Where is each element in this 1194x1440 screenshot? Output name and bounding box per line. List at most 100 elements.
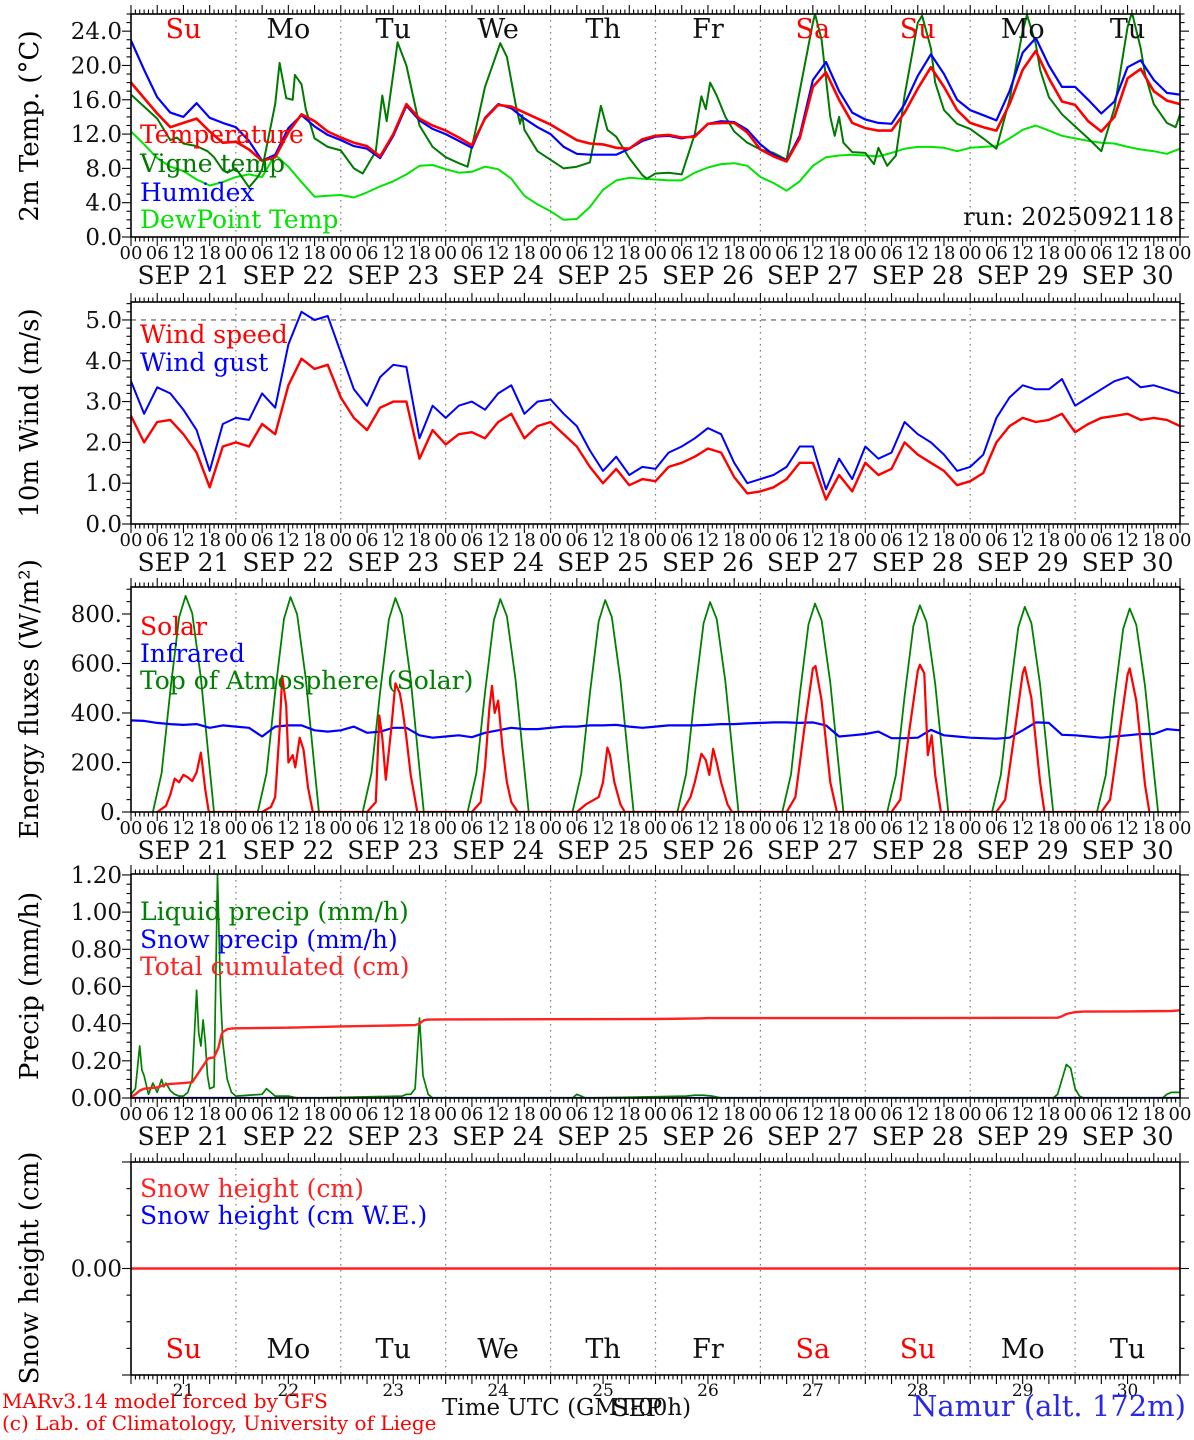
svg-text:00: 00 <box>749 530 772 551</box>
svg-text:24: 24 <box>487 1381 509 1401</box>
svg-text:1.20: 1.20 <box>71 863 122 889</box>
svg-text:12.0: 12.0 <box>71 122 122 148</box>
svg-text:12: 12 <box>696 818 719 839</box>
svg-text:SEP 30: SEP 30 <box>1082 1122 1174 1151</box>
svg-text:00: 00 <box>644 818 667 839</box>
svg-text:12: 12 <box>592 818 615 839</box>
svg-text:00: 00 <box>644 1104 667 1125</box>
model-run-label: run: 2025092118 <box>963 203 1174 231</box>
svg-text:00: 00 <box>1169 818 1192 839</box>
svg-text:Su: Su <box>900 1334 936 1365</box>
svg-text:18: 18 <box>408 530 431 551</box>
svg-text:16.0: 16.0 <box>71 88 122 114</box>
svg-text:600.: 600. <box>71 651 122 677</box>
svg-text:06: 06 <box>985 243 1008 264</box>
svg-text:00: 00 <box>1064 818 1087 839</box>
svg-text:12: 12 <box>906 530 929 551</box>
svg-text:Tu: Tu <box>376 14 411 45</box>
svg-text:18: 18 <box>618 243 641 264</box>
svg-text:SEP 30: SEP 30 <box>1082 548 1174 577</box>
svg-text:18: 18 <box>303 243 326 264</box>
svg-text:28: 28 <box>907 1381 929 1401</box>
svg-text:Th: Th <box>585 1334 620 1365</box>
svg-text:12: 12 <box>1011 530 1034 551</box>
svg-text:0.60: 0.60 <box>71 974 122 1000</box>
svg-text:5.0: 5.0 <box>85 308 122 334</box>
svg-text:00: 00 <box>749 818 772 839</box>
svg-text:18: 18 <box>723 818 746 839</box>
svg-text:06: 06 <box>146 243 169 264</box>
svg-text:12: 12 <box>172 243 195 264</box>
svg-text:12: 12 <box>1116 818 1139 839</box>
svg-text:SEP 21: SEP 21 <box>137 836 229 865</box>
svg-text:12: 12 <box>801 530 824 551</box>
svg-text:06: 06 <box>460 243 483 264</box>
svg-text:25: 25 <box>592 1381 614 1401</box>
svg-text:12: 12 <box>801 1104 824 1125</box>
svg-text:00: 00 <box>959 818 982 839</box>
svg-text:1.00: 1.00 <box>71 900 122 926</box>
svg-text:06: 06 <box>565 818 588 839</box>
model-credit-line2: (c) Lab. of Climatology, University of L… <box>2 1411 437 1435</box>
svg-text:18: 18 <box>828 530 851 551</box>
svg-text:06: 06 <box>880 530 903 551</box>
x-axis-title: Time UTC (GMT-00h) <box>442 1395 692 1421</box>
svg-text:SEP 29: SEP 29 <box>977 261 1069 290</box>
panel-solar: 0.200.400.600.800.00 06 12 18 00 06 12 18 00 06 12… <box>71 578 1192 865</box>
svg-text:SEP 24: SEP 24 <box>452 548 544 577</box>
svg-text:12: 12 <box>906 243 929 264</box>
svg-text:18: 18 <box>933 1104 956 1125</box>
svg-text:06: 06 <box>460 530 483 551</box>
svg-text:12: 12 <box>382 1104 405 1125</box>
station-label: Namur (alt. 172m) <box>911 1389 1186 1423</box>
svg-text:06: 06 <box>775 243 798 264</box>
svg-text:06: 06 <box>1090 818 1113 839</box>
svg-text:0.00: 0.00 <box>71 1086 122 1112</box>
svg-text:SEP 23: SEP 23 <box>347 548 439 577</box>
svg-text:12: 12 <box>801 818 824 839</box>
legend-snow-height-we: Snow height (cm W.E.) <box>140 1201 428 1230</box>
svg-text:SEP 27: SEP 27 <box>767 836 859 865</box>
svg-text:SEP 25: SEP 25 <box>557 548 649 577</box>
legend-solar: Solar <box>140 612 208 641</box>
svg-text:SEP 23: SEP 23 <box>347 836 439 865</box>
svg-text:06: 06 <box>251 1104 274 1125</box>
svg-text:18: 18 <box>303 530 326 551</box>
svg-text:18: 18 <box>933 818 956 839</box>
svg-text:0.40: 0.40 <box>71 1012 122 1038</box>
svg-text:29: 29 <box>1012 1381 1034 1401</box>
svg-text:SEP 25: SEP 25 <box>557 261 649 290</box>
svg-text:20.0: 20.0 <box>71 53 122 79</box>
svg-text:0.0: 0.0 <box>85 512 122 538</box>
svg-text:12: 12 <box>277 530 300 551</box>
legend-dewpoint: DewPoint Temp <box>140 205 339 234</box>
svg-text:00: 00 <box>959 530 982 551</box>
svg-text:06: 06 <box>251 530 274 551</box>
legend-liquid-precip: Liquid precip (mm/h) <box>140 897 409 926</box>
svg-text:SEP 23: SEP 23 <box>347 1122 439 1151</box>
svg-text:00: 00 <box>749 1104 772 1125</box>
svg-text:SEP 29: SEP 29 <box>977 836 1069 865</box>
svg-text:00: 00 <box>1064 1104 1087 1125</box>
svg-text:06: 06 <box>670 530 693 551</box>
y-axis-title-precip: Precip (mm/h) <box>15 891 45 1081</box>
svg-text:12: 12 <box>906 818 929 839</box>
svg-text:18: 18 <box>723 530 746 551</box>
svg-text:SEP 24: SEP 24 <box>452 1122 544 1151</box>
svg-text:12: 12 <box>592 243 615 264</box>
svg-text:12: 12 <box>487 243 510 264</box>
svg-text:Sa: Sa <box>796 14 831 45</box>
svg-text:18: 18 <box>618 818 641 839</box>
svg-text:23: 23 <box>382 1381 404 1401</box>
svg-text:06: 06 <box>775 530 798 551</box>
svg-text:SEP 28: SEP 28 <box>872 836 964 865</box>
svg-text:06: 06 <box>985 1104 1008 1125</box>
svg-text:1.0: 1.0 <box>85 471 122 497</box>
svg-text:24.0: 24.0 <box>71 19 122 45</box>
svg-text:06: 06 <box>985 818 1008 839</box>
svg-text:18: 18 <box>1037 818 1060 839</box>
svg-text:06: 06 <box>775 1104 798 1125</box>
svg-text:12: 12 <box>592 1104 615 1125</box>
svg-text:00: 00 <box>329 530 352 551</box>
